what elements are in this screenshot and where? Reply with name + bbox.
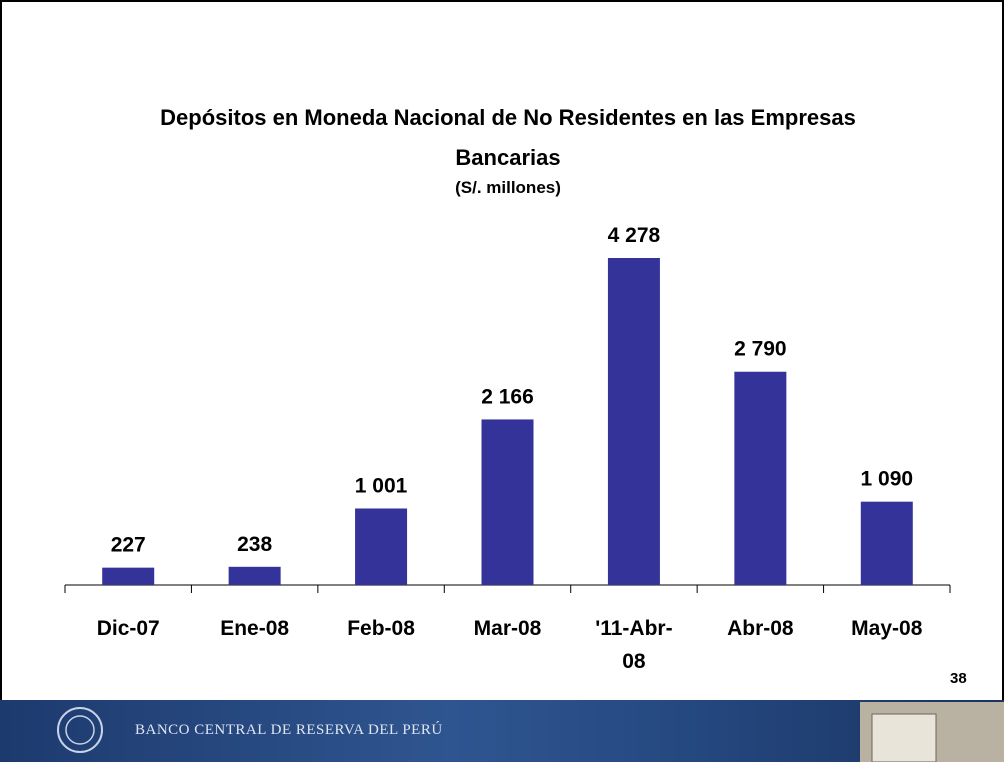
x-tick-label: Dic-07	[96, 617, 160, 640]
chart: 227 238 1 001 2 166 4 278 2 790 1 090	[64, 224, 951, 593]
building-gate	[871, 713, 937, 762]
value-label: 1 001	[355, 474, 408, 497]
bar	[102, 567, 155, 585]
x-tick-label: Ene-08	[220, 617, 290, 640]
x-tick-label: Feb-08	[347, 617, 415, 640]
value-label: 2 166	[481, 385, 534, 408]
value-label: 238	[237, 533, 272, 556]
x-tick-label: Mar-08	[473, 617, 542, 640]
value-label: 227	[111, 534, 146, 557]
logo	[57, 707, 103, 753]
bar	[860, 501, 913, 585]
bar	[607, 258, 660, 585]
value-label: 1 090	[861, 468, 914, 491]
chart-subtitle: (S/. millones)	[455, 178, 561, 197]
page-number: 38	[950, 670, 967, 687]
x-tick-label: Abr-08	[727, 617, 794, 640]
logo-inner	[65, 715, 95, 745]
value-label: 4 278	[608, 224, 661, 247]
slide-frame	[0, 0, 1004, 700]
value-label: 2 790	[734, 338, 787, 361]
x-tick-label: '11-Abr-08	[595, 617, 673, 673]
bar	[228, 566, 281, 585]
bar	[355, 508, 408, 585]
footer-band: BANCO CENTRAL DE RESERVA DEL PERÚ	[0, 700, 1004, 762]
chart-title: Depósitos en Moneda Nacional de No Resid…	[160, 105, 856, 170]
bar	[481, 419, 534, 585]
footer-graphics	[57, 702, 1004, 762]
footer-text: BANCO CENTRAL DE RESERVA DEL PERÚ	[135, 722, 443, 738]
x-tick-label: May-08	[851, 617, 923, 640]
bar	[734, 371, 787, 585]
